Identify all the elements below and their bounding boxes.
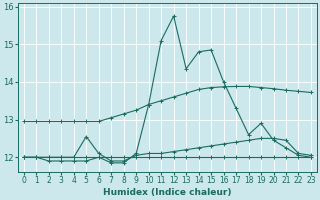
- X-axis label: Humidex (Indice chaleur): Humidex (Indice chaleur): [103, 188, 232, 197]
